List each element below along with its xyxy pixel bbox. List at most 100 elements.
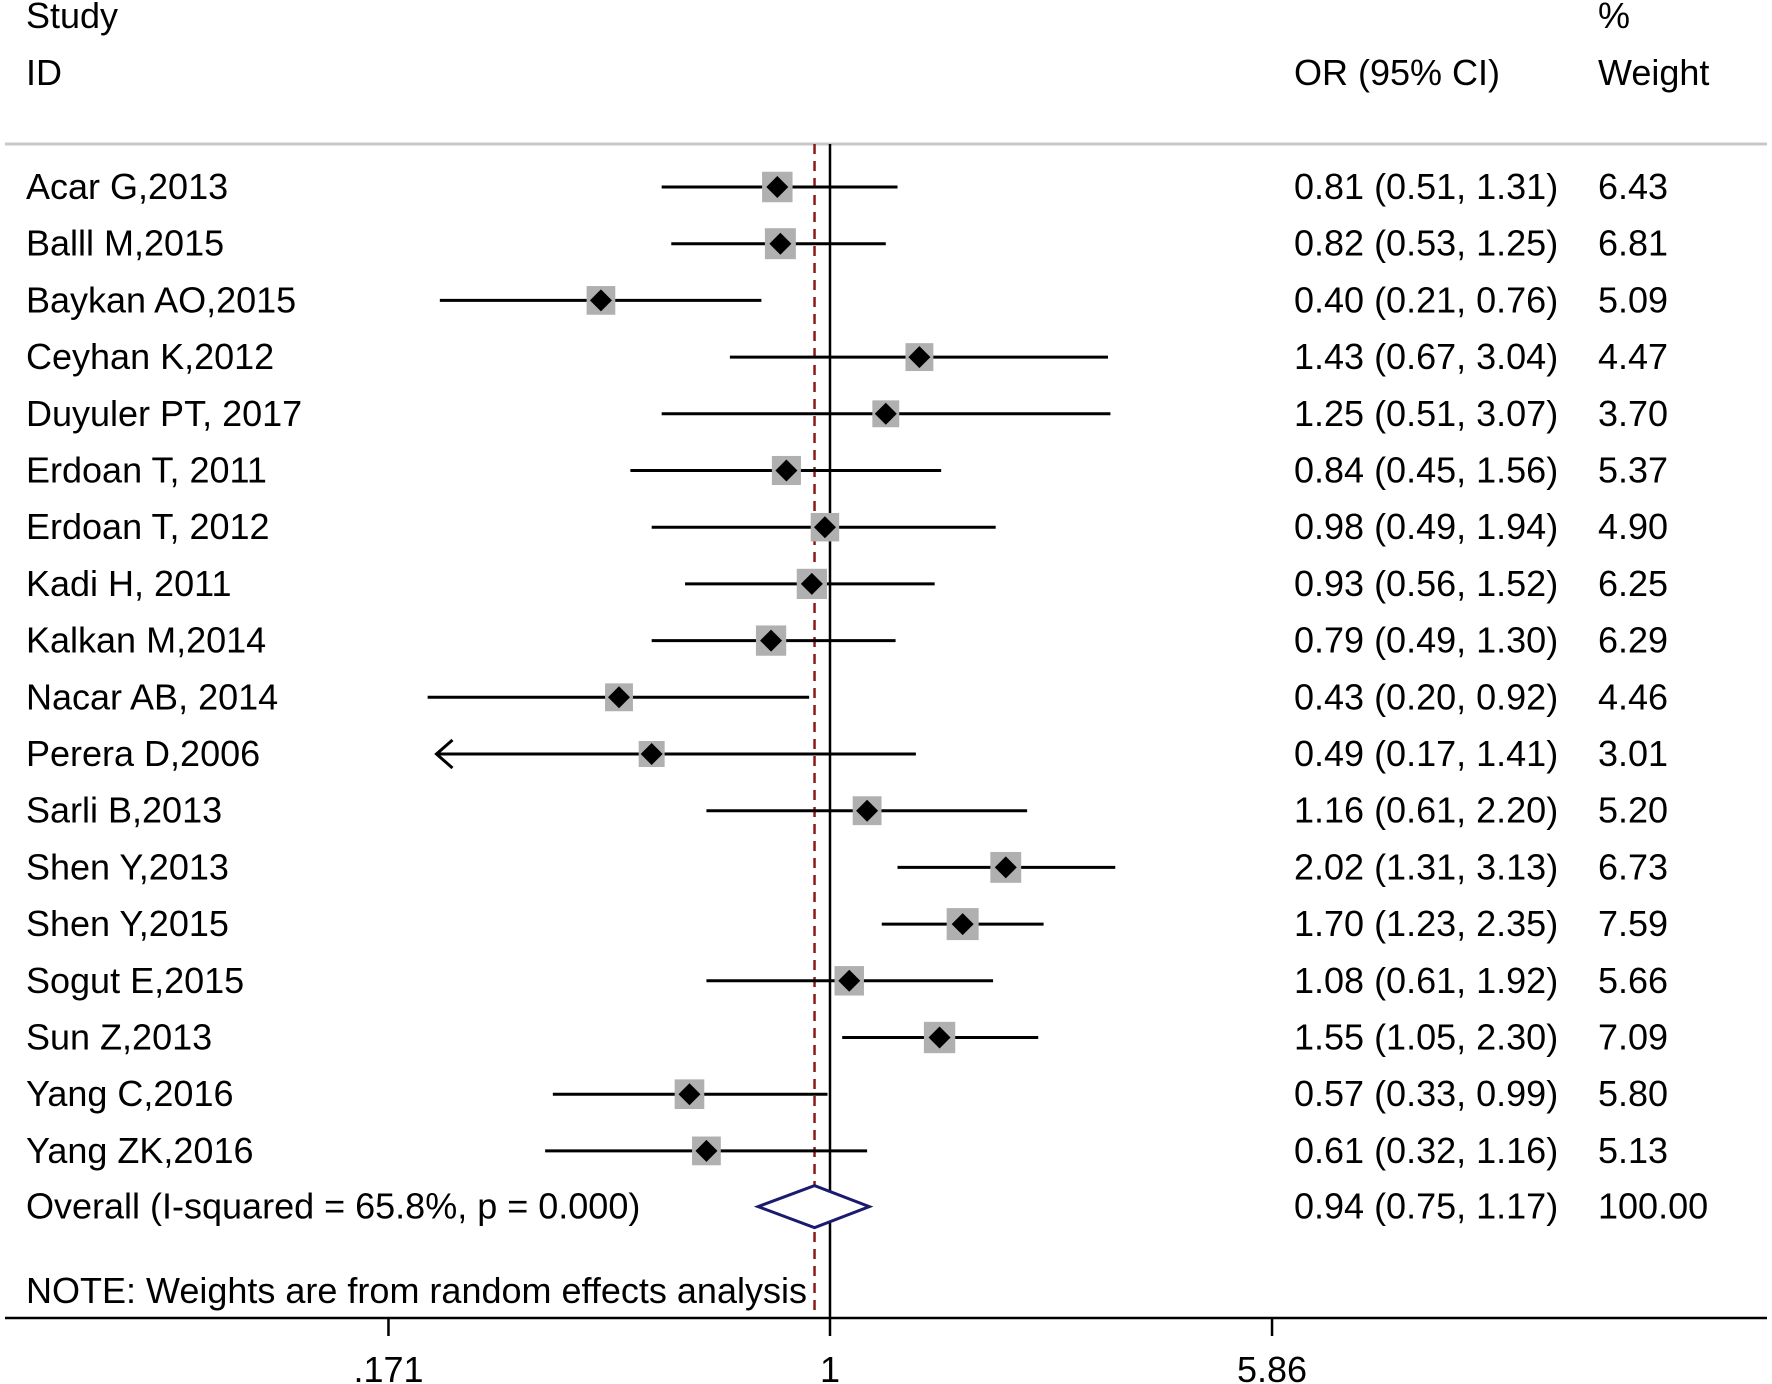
header-id: ID [26,52,62,93]
study-label: Erdoan T, 2012 [26,506,270,547]
study-row: Sogut E,2015 1.08 (0.61, 1.92) 5.66 [26,960,1668,1001]
weight-value: 5.13 [1598,1130,1668,1171]
study-row: Perera D,2006 0.49 (0.17, 1.41) 3.01 [26,733,1668,774]
x-tick-label: .171 [353,1349,423,1384]
header-or: OR (95% CI) [1294,52,1500,93]
or-ci-value: 1.25 (0.51, 3.07) [1294,393,1558,434]
study-row: Sun Z,2013 1.55 (1.05, 2.30) 7.09 [26,1017,1668,1058]
point-estimate [775,459,798,482]
or-ci-value: 0.82 (0.53, 1.25) [1294,223,1558,264]
weight-value: 6.81 [1598,223,1668,264]
study-row: Kalkan M,2014 0.79 (0.49, 1.30) 6.29 [26,620,1668,661]
study-label: Shen Y,2015 [26,903,229,944]
study-label: Yang ZK,2016 [26,1130,254,1171]
study-label: Nacar AB, 2014 [26,676,278,717]
or-ci-value: 0.81 (0.51, 1.31) [1294,166,1558,207]
weight-value: 3.01 [1598,733,1668,774]
study-row: Erdoan T, 2012 0.98 (0.49, 1.94) 4.90 [26,506,1668,547]
point-estimate [856,799,879,822]
or-ci-value: 1.70 (1.23, 2.35) [1294,903,1558,944]
point-estimate [589,289,612,312]
study-row: Kadi H, 2011 0.93 (0.56, 1.52) 6.25 [26,563,1668,604]
weight-value: 4.47 [1598,336,1668,377]
weight-value: 6.73 [1598,846,1668,887]
header-percent: % [1598,0,1630,36]
point-estimate [608,686,631,709]
overall-label: Overall (I-squared = 65.8%, p = 0.000) [26,1186,640,1227]
point-estimate [640,743,663,765]
point-estimate [838,969,861,992]
weight-value: 5.09 [1598,279,1668,320]
point-estimate [695,1139,718,1162]
or-ci-value: 0.98 (0.49, 1.94) [1294,506,1558,547]
study-label: Duyuler PT, 2017 [26,393,302,434]
study-row: Nacar AB, 2014 0.43 (0.20, 0.92) 4.46 [26,676,1668,717]
study-row: Shen Y,2013 2.02 (1.31, 3.13) 6.73 [26,846,1668,887]
weight-value: 5.20 [1598,790,1668,831]
point-estimate [769,232,792,255]
weight-value: 6.29 [1598,620,1668,661]
study-label: Sogut E,2015 [26,960,244,1001]
weight-value: 5.37 [1598,450,1668,491]
or-ci-value: 2.02 (1.31, 3.13) [1294,846,1558,887]
study-label: Sun Z,2013 [26,1017,212,1058]
study-label: Shen Y,2013 [26,846,229,887]
study-label: Acar G,2013 [26,166,228,207]
overall-row: Overall (I-squared = 65.8%, p = 0.000) 0.… [26,1183,1708,1230]
or-ci-value: 0.57 (0.33, 0.99) [1294,1073,1558,1114]
or-ci-value: 1.43 (0.67, 3.04) [1294,336,1558,377]
or-ci-value: 1.16 (0.61, 2.20) [1294,790,1558,831]
or-ci-value: 0.79 (0.49, 1.30) [1294,620,1558,661]
study-label: Baykan AO,2015 [26,279,296,320]
weight-value: 7.09 [1598,1017,1668,1058]
study-row: Duyuler PT, 2017 1.25 (0.51, 3.07) 3.70 [26,393,1668,434]
point-estimate [800,572,823,595]
study-label: Kadi H, 2011 [26,563,231,604]
ci-arrow [434,738,454,770]
or-ci-value: 0.61 (0.32, 1.16) [1294,1130,1558,1171]
study-label: Yang C,2016 [26,1073,234,1114]
study-row: Baykan AO,2015 0.40 (0.21, 0.76) 5.09 [26,279,1668,320]
study-row: Sarli B,2013 1.16 (0.61, 2.20) 5.20 [26,790,1668,831]
point-estimate [994,856,1017,879]
weight-value: 4.90 [1598,506,1668,547]
weight-value: 7.59 [1598,903,1668,944]
header-weight: Weight [1598,52,1709,93]
study-row: Balll M,2015 0.82 (0.53, 1.25) 6.81 [26,223,1668,264]
weight-value: 6.25 [1598,563,1668,604]
study-row: Erdoan T, 2011 0.84 (0.45, 1.56) 5.37 [26,450,1668,491]
study-row: Yang C,2016 0.57 (0.33, 0.99) 5.80 [26,1073,1668,1114]
study-label: Erdoan T, 2011 [26,450,267,491]
study-label: Balll M,2015 [26,223,224,264]
weight-value: 5.80 [1598,1073,1668,1114]
x-axis-ticks: .171 1 5.86 [353,1318,1307,1384]
or-ci-value: 0.40 (0.21, 0.76) [1294,279,1558,320]
or-ci-value: 0.49 (0.17, 1.41) [1294,733,1558,774]
study-row: Acar G,2013 0.81 (0.51, 1.31) 6.43 [26,166,1668,207]
or-ci-value: 0.43 (0.20, 0.92) [1294,676,1558,717]
or-ci-value: 0.93 (0.56, 1.52) [1294,563,1558,604]
study-label: Sarli B,2013 [26,790,222,831]
study-label: Ceyhan K,2012 [26,336,274,377]
header-study: Study [26,0,118,36]
point-estimate [760,629,783,652]
or-ci-value: 1.55 (1.05, 2.30) [1294,1017,1558,1058]
point-estimate [813,516,836,539]
point-estimate [874,402,897,425]
point-estimate [766,176,789,198]
point-estimate [908,346,931,369]
point-estimate [951,913,974,936]
weight-value: 4.46 [1598,676,1668,717]
weight-value: 6.43 [1598,166,1668,207]
footnote: NOTE: Weights are from random effects an… [26,1270,807,1311]
x-tick-label: 1 [820,1349,840,1384]
weight-value: 3.70 [1598,393,1668,434]
or-ci-value: 1.08 (0.61, 1.92) [1294,960,1558,1001]
study-row: Ceyhan K,2012 1.43 (0.67, 3.04) 4.47 [26,336,1668,377]
point-estimate [928,1026,951,1049]
plot-area: Acar G,2013 0.81 (0.51, 1.31) 6.43 Balll M,… [26,144,1708,1318]
study-label: Perera D,2006 [26,733,260,774]
overall-diamond [753,1183,874,1230]
overall-weight-value: 100.00 [1598,1186,1708,1227]
